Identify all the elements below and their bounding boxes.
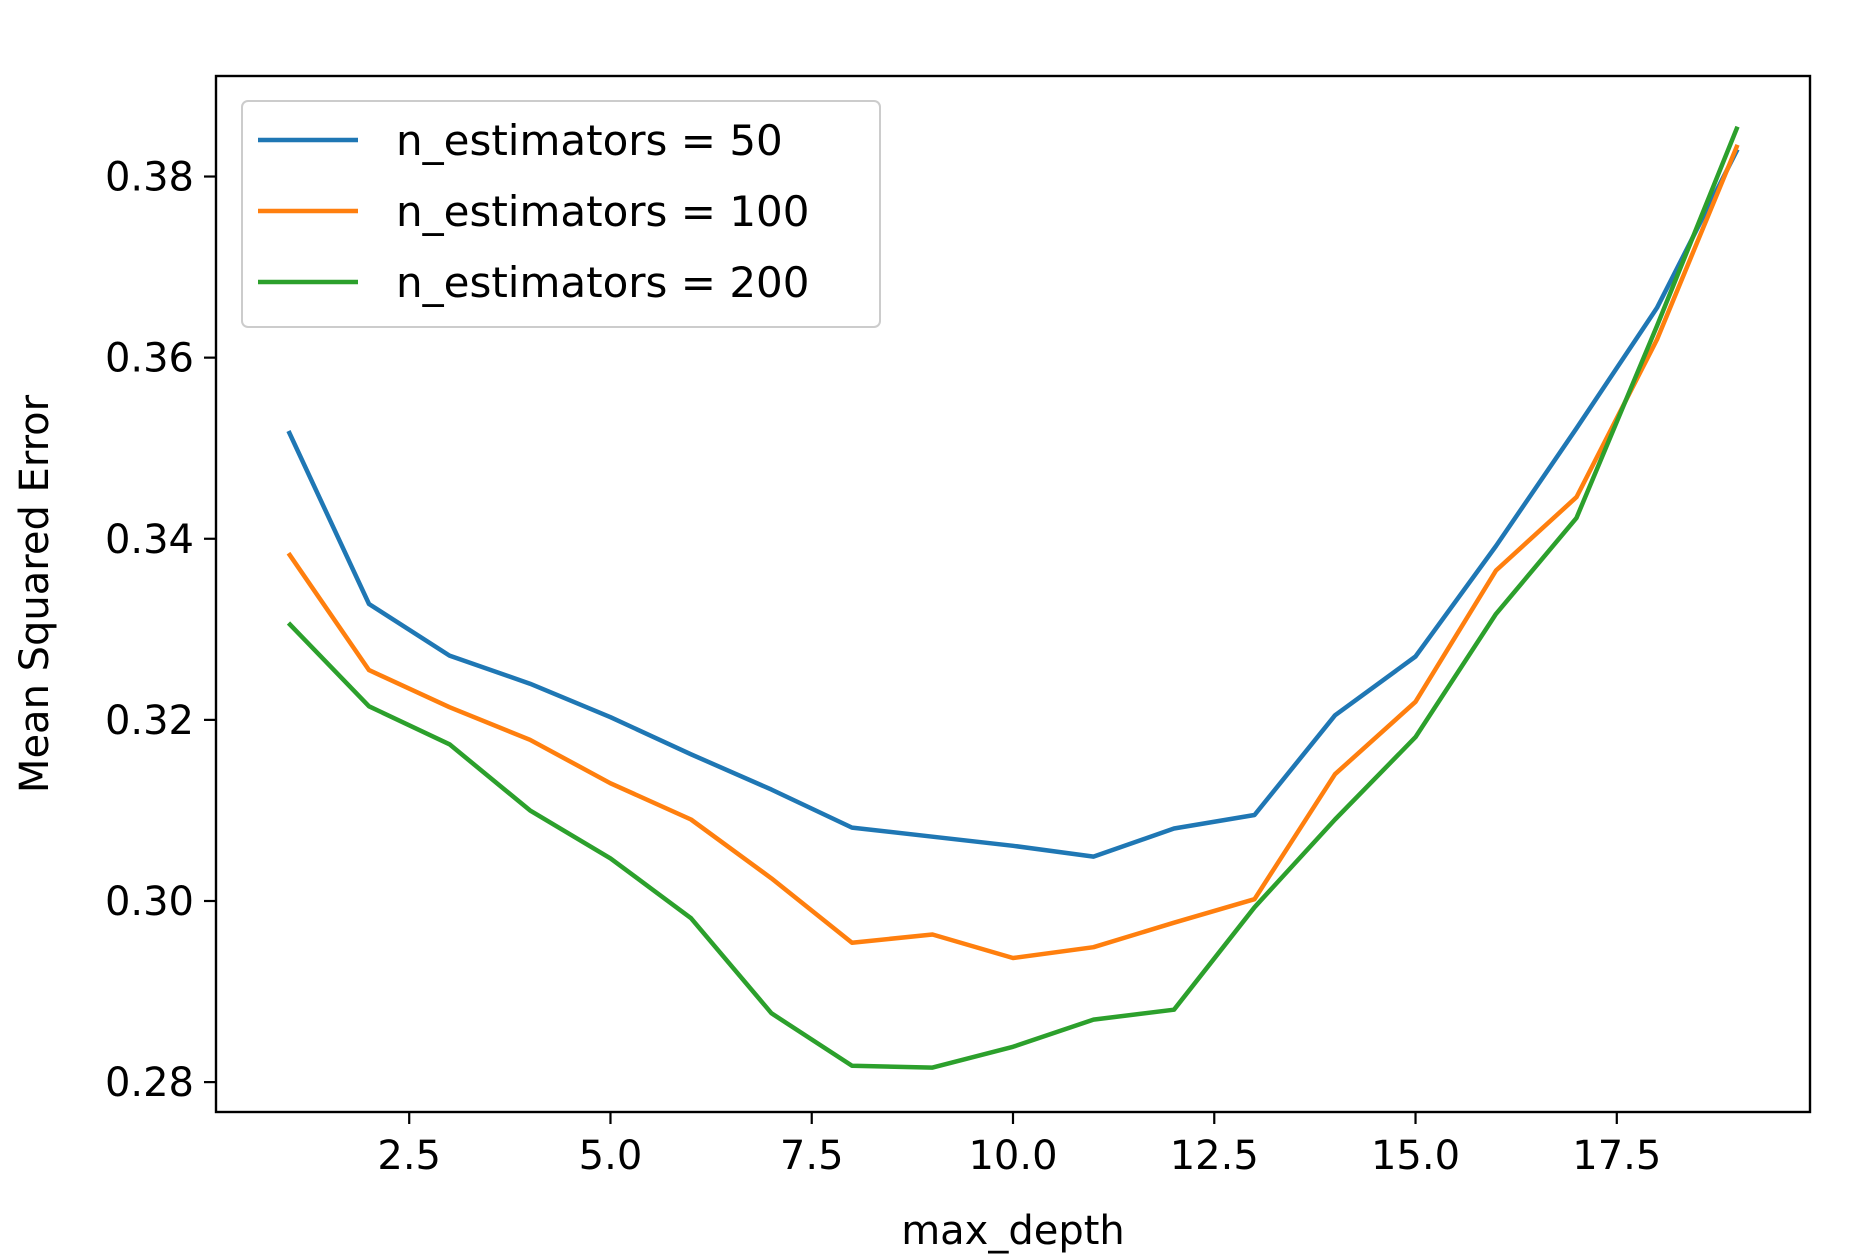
y-tick-label: 0.34 <box>105 517 194 563</box>
y-tick-label: 0.28 <box>105 1060 194 1106</box>
x-axis-label: max_depth <box>901 1208 1125 1254</box>
series-lines <box>286 125 1740 1070</box>
plot-frame <box>214 74 1812 1114</box>
legend-label-n50: n_estimators = 50 <box>396 116 783 165</box>
x-tick-label: 7.5 <box>780 1133 844 1179</box>
x-tick-label: 15.0 <box>1371 1133 1460 1179</box>
series-line-0 <box>286 148 1740 859</box>
y-tick-label: 0.36 <box>105 336 194 382</box>
series-line-1 <box>286 143 1740 961</box>
y-tick-label: 0.32 <box>105 698 194 744</box>
x-tick-label: 17.5 <box>1572 1133 1661 1179</box>
x-tick-label: 5.0 <box>579 1133 643 1179</box>
y-tick-label: 0.38 <box>105 155 194 201</box>
y-tick-label: 0.30 <box>105 879 194 925</box>
legend-frame <box>241 100 881 328</box>
series-line-2 <box>286 125 1740 1070</box>
x-tick-label: 2.5 <box>377 1133 441 1179</box>
legend-label-n100: n_estimators = 100 <box>396 187 810 236</box>
x-tick-label: 10.0 <box>968 1133 1057 1179</box>
x-tick-label: 12.5 <box>1170 1133 1259 1179</box>
legend-label-n200: n_estimators = 200 <box>396 258 810 307</box>
legend: n_estimators = 50 n_estimators = 100 n_e… <box>241 100 881 328</box>
y-axis-label: Mean Squared Error <box>12 394 58 793</box>
axis-ticks: 2.5 5.0 7.5 10.0 12.5 15.0 17.5 0.28 0.30 0.32 0.3… <box>105 155 1661 1179</box>
